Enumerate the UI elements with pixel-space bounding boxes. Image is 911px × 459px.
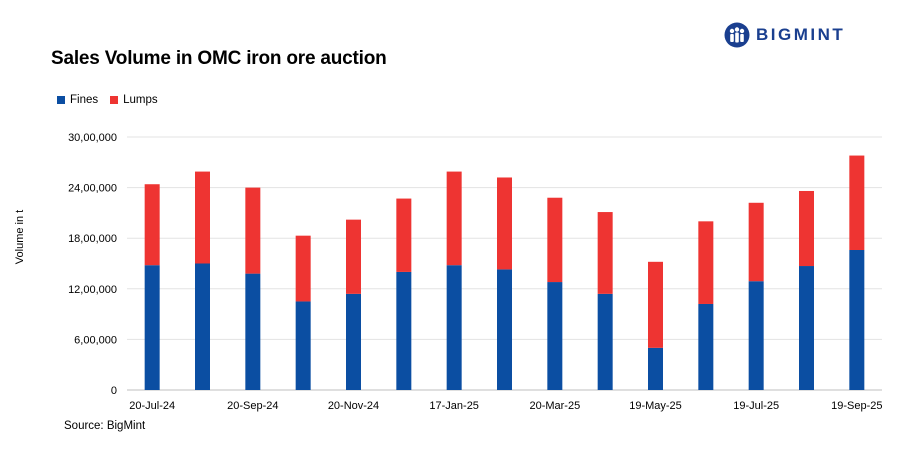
bar-lumps: [597, 212, 613, 294]
bar-fines: [144, 265, 160, 390]
bar-fines: [849, 250, 865, 390]
bar-fines: [597, 293, 613, 390]
bar-lumps: [497, 177, 512, 270]
chart-legend: Fines Lumps: [57, 94, 170, 106]
x-tick-label: 20-Jul-24: [129, 400, 175, 412]
bar-lumps: [446, 171, 462, 266]
bar-fines: [698, 303, 714, 390]
y-tick-label: 6,00,000: [74, 334, 117, 346]
bar-lumps: [144, 184, 160, 266]
bar-fines: [497, 269, 512, 390]
bar-fines: [295, 301, 311, 390]
x-tick-label: 20-Sep-24: [227, 400, 278, 412]
legend-swatch-lumps: [110, 96, 119, 104]
bar-lumps: [195, 171, 210, 264]
bigmint-people-icon: [724, 22, 750, 48]
bar-lumps: [547, 197, 563, 283]
x-tick-label: 19-Jul-25: [733, 400, 779, 412]
legend-label-lumps: Lumps: [123, 94, 158, 106]
bar-lumps: [648, 261, 663, 348]
bar-fines: [346, 293, 361, 390]
brand-logo: BIGMINT: [724, 22, 845, 48]
bar-lumps: [346, 219, 361, 294]
x-tick-label: 17-Jan-25: [429, 400, 479, 412]
y-tick-label: 12,00,000: [68, 284, 117, 296]
legend-item-fines: Fines: [57, 94, 98, 106]
legend-item-lumps: Lumps: [110, 94, 158, 106]
x-tick-label: 20-Mar-25: [529, 400, 580, 412]
bar-fines: [799, 266, 814, 390]
bar-lumps: [849, 155, 865, 251]
bar-lumps: [295, 235, 311, 302]
source-note: Source: BigMint: [64, 420, 146, 432]
y-tick-label: 24,00,000: [68, 183, 117, 195]
y-tick-label: 0: [111, 385, 117, 397]
bar-fines: [245, 273, 261, 390]
legend-swatch-fines: [57, 96, 65, 104]
x-tick-label: 19-Sep-25: [831, 400, 882, 412]
y-tick-label: 30,00,000: [68, 132, 117, 144]
chart-title: Sales Volume in OMC iron ore auction: [51, 48, 387, 69]
legend-label-fines: Fines: [70, 94, 99, 106]
bar-fines: [446, 265, 462, 390]
bar-lumps: [245, 187, 261, 274]
bar-fines: [547, 282, 563, 390]
x-tick-label: 19-May-25: [629, 400, 682, 412]
bar-fines: [396, 271, 412, 390]
bar-lumps: [698, 221, 714, 304]
bar-fines: [195, 263, 210, 390]
bar-lumps: [396, 198, 412, 272]
y-tick-label: 18,00,000: [68, 233, 117, 245]
bar-fines: [748, 281, 764, 390]
bar-lumps: [748, 202, 764, 282]
bar-fines: [648, 347, 663, 390]
brand-name: BIGMINT: [756, 25, 846, 44]
x-tick-label: 20-Nov-24: [328, 400, 379, 412]
bar-lumps: [799, 190, 814, 267]
